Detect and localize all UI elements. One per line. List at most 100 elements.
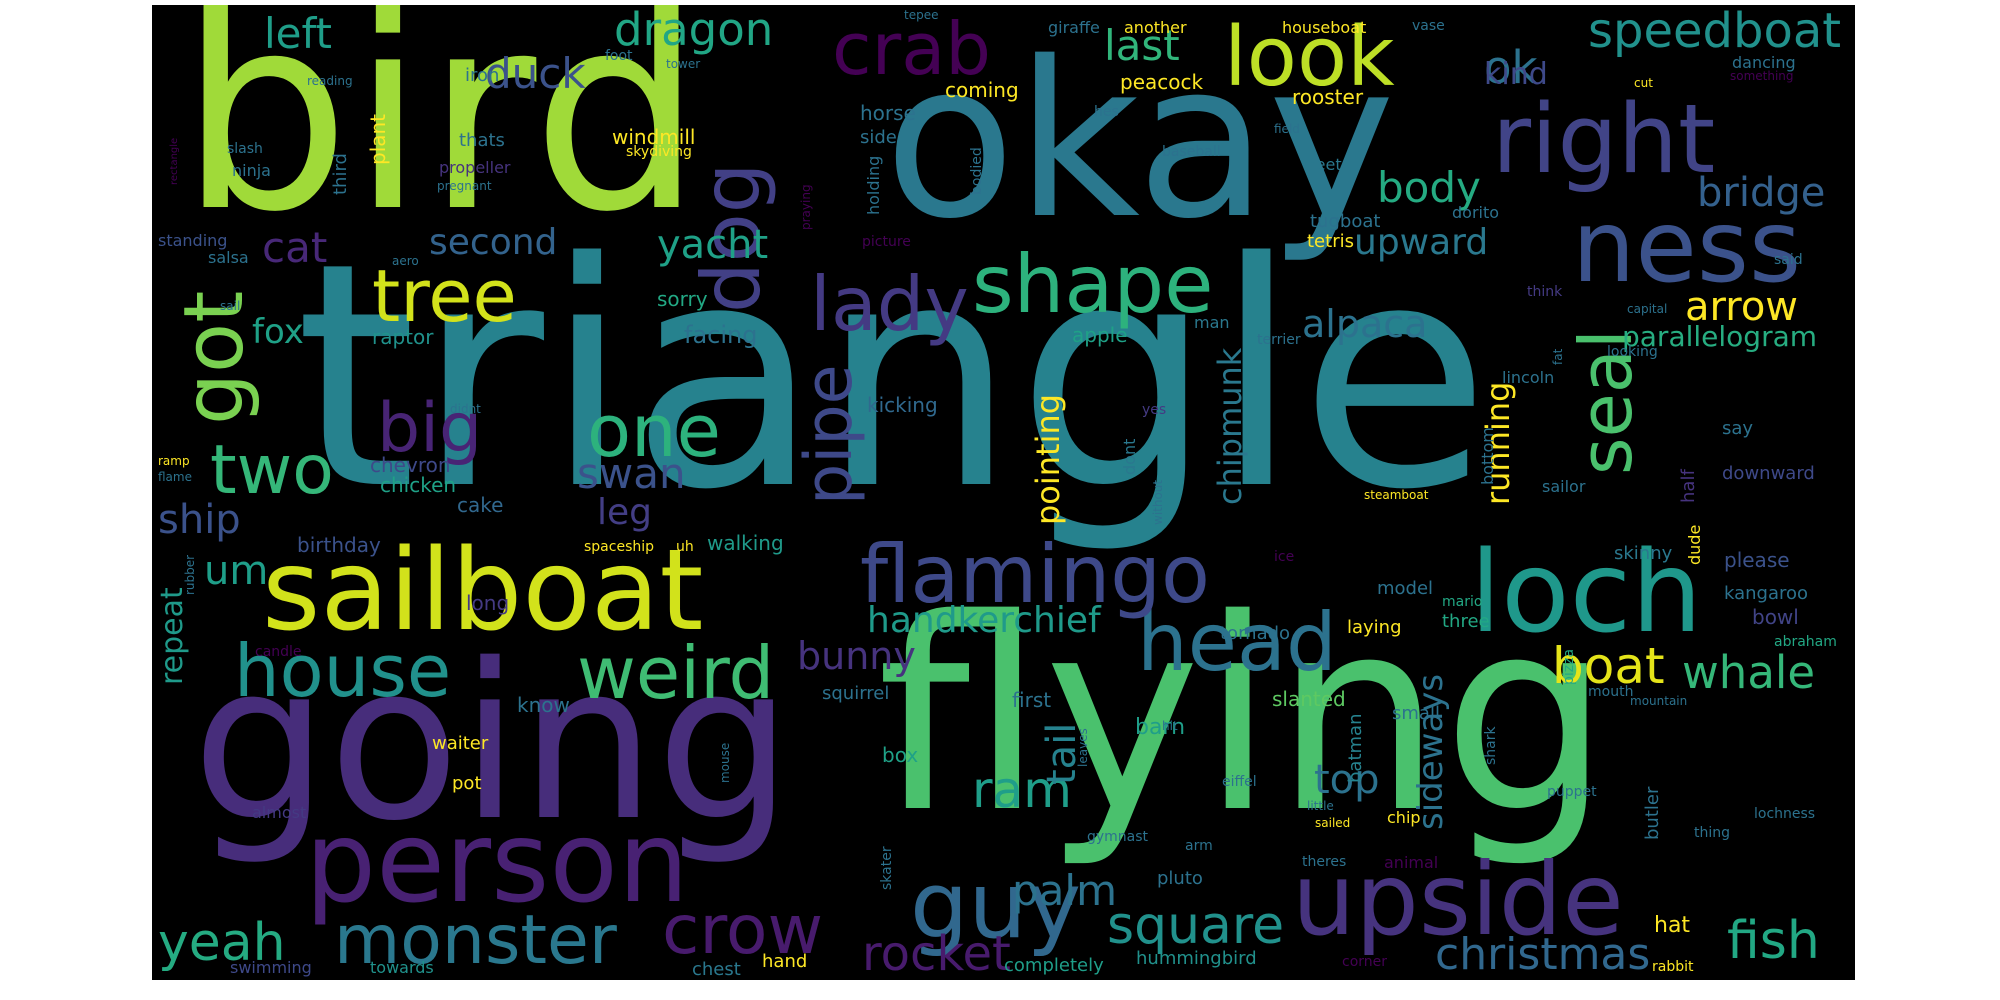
word-hit: hit	[1162, 719, 1178, 733]
word-barn: barn	[1135, 715, 1186, 740]
word-slash: slash	[227, 141, 263, 157]
word-cut: cut	[1634, 76, 1653, 90]
word-big: big	[377, 389, 483, 468]
word-said: said	[1774, 252, 1803, 268]
word-lady: lady	[810, 260, 969, 348]
word-shape: shape	[972, 238, 1214, 331]
word-pipe: pipe	[792, 364, 867, 505]
word-cloud: triangle bird okay going flying sailboat…	[152, 5, 1855, 980]
word-speedboat: speedboat	[1588, 5, 1842, 59]
word-apple: apple	[1072, 323, 1128, 347]
word-almost: almost	[252, 803, 307, 822]
word-leaves: leaves	[1076, 728, 1090, 767]
word-handkerchief: handkerchief	[867, 600, 1101, 641]
word-kind: kind	[1484, 57, 1548, 92]
word-thing: thing	[1694, 825, 1731, 841]
word-sideways: sideways	[1411, 673, 1451, 830]
word-yeah: yeah	[158, 913, 286, 973]
word-houseboat: houseboat	[1282, 18, 1367, 37]
word-body: body	[1377, 163, 1481, 212]
word-eiffel: eiffel	[1222, 774, 1257, 790]
word-facing: facing	[684, 321, 758, 349]
word-tree: tree	[372, 254, 517, 338]
word-candle: candle	[255, 644, 302, 660]
word-sailboat: sailboat	[262, 526, 704, 656]
word-small: small	[1392, 703, 1440, 724]
word-okay: okay	[884, 15, 1396, 266]
word-arrow: arrow	[1685, 284, 1799, 330]
word-sailor: sailor	[1542, 477, 1586, 496]
word-monster: monster	[334, 901, 617, 980]
word-baseball: baseball	[1162, 144, 1221, 160]
word-box: box	[882, 743, 919, 767]
word-top: top	[1314, 757, 1380, 803]
word-pizza: pizza	[1561, 648, 1577, 685]
word-capital: capital	[1627, 302, 1668, 316]
word-last: last	[1104, 21, 1180, 70]
word-towards: towards	[370, 958, 434, 977]
word-loch: loch	[1470, 528, 1703, 658]
word-chicken: chicken	[380, 473, 457, 497]
word-foot: foot	[605, 48, 633, 64]
word-model: model	[1377, 578, 1434, 599]
word-boat: boat	[1552, 637, 1665, 695]
word-bowl: bowl	[1752, 605, 1799, 629]
word-dorito: dorito	[1452, 203, 1500, 222]
word-steamboat: steamboat	[1364, 488, 1429, 502]
word-looking: looking	[1607, 344, 1658, 360]
word-walking: walking	[707, 531, 784, 555]
word-one: one	[587, 389, 721, 473]
word-lincoln: lincoln	[1502, 368, 1555, 387]
word-spaceship: spaceship	[584, 539, 655, 555]
word-mouse: mouse	[718, 742, 732, 783]
word-look: look	[1224, 10, 1395, 105]
word-ice: ice	[1274, 549, 1295, 565]
word-propeller: propeller	[439, 158, 511, 177]
word-without: without	[1151, 479, 1165, 525]
word-tugboat: tugboat	[1310, 211, 1381, 232]
word-slanted: slanted	[1272, 687, 1346, 711]
word-sailed: sailed	[1315, 816, 1351, 830]
word-house: house	[234, 629, 452, 713]
word-pointing: pointing	[1029, 393, 1067, 525]
word-first: first	[1012, 688, 1052, 712]
word-dont: dont	[1120, 438, 1139, 475]
word-fish: fish	[1727, 911, 1820, 971]
word-pot: pot	[452, 773, 482, 794]
word-dragon: dragon	[614, 5, 774, 56]
word-head: head	[1137, 596, 1337, 689]
word-yes: yes	[1142, 402, 1167, 418]
word-mario: mario	[1442, 594, 1483, 610]
word-downward: downward	[1722, 463, 1815, 484]
word-corner: corner	[1342, 954, 1388, 970]
word-ram: ram	[972, 761, 1072, 819]
word-going: going	[192, 617, 793, 868]
word-know: know	[517, 693, 570, 717]
word-skinny: skinny	[1614, 543, 1673, 564]
word-person: person	[305, 798, 689, 928]
word-salsa: salsa	[208, 248, 249, 267]
word-arm: arm	[1185, 838, 1213, 854]
word-leg: leg	[597, 492, 653, 533]
word-rooster: rooster	[1292, 85, 1364, 109]
word-little: little	[1307, 799, 1334, 813]
word-uh: uh	[676, 539, 694, 555]
word-bird: bird	[179, 5, 704, 271]
word-pluto: pluto	[1157, 868, 1203, 889]
word-something: something	[1730, 69, 1794, 83]
word-hummingbird: hummingbird	[1136, 948, 1257, 969]
word-picture: picture	[862, 234, 911, 250]
word-mouth: mouth	[1588, 684, 1634, 700]
word-abraham: abraham	[1774, 634, 1837, 650]
word-rabbit: rabbit	[1652, 959, 1694, 975]
word-hand: hand	[762, 951, 808, 972]
word-ship: ship	[158, 497, 241, 543]
word-lochness: lochness	[1754, 806, 1816, 822]
word-reading: reading	[307, 74, 353, 88]
word-two: two	[210, 431, 334, 510]
word-upward: upward	[1354, 222, 1489, 263]
word-waiter: waiter	[432, 733, 489, 754]
word-standing: standing	[158, 231, 228, 250]
word-fat: fat	[1551, 348, 1565, 365]
word-theres: theres	[1302, 854, 1347, 870]
